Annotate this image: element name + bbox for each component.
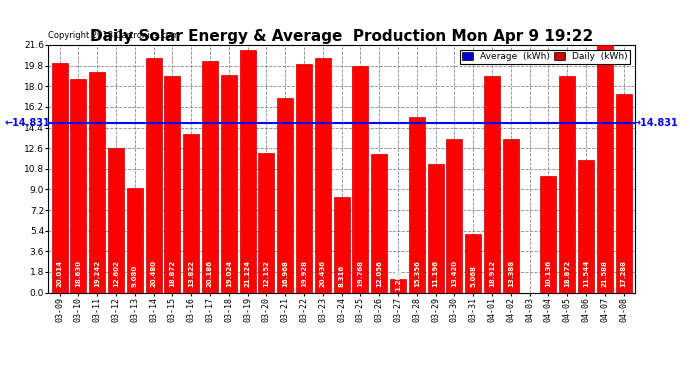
Text: 18.912: 18.912: [489, 260, 495, 287]
Text: 11.544: 11.544: [583, 260, 589, 287]
Bar: [277, 98, 293, 292]
Bar: [146, 58, 161, 292]
Bar: [202, 61, 218, 292]
Bar: [597, 45, 613, 292]
Legend: Average  (kWh), Daily  (kWh): Average (kWh), Daily (kWh): [460, 50, 630, 64]
Bar: [408, 117, 425, 292]
Bar: [70, 79, 86, 292]
Text: 18.872: 18.872: [564, 260, 570, 287]
Text: 9.080: 9.080: [132, 264, 138, 287]
Text: 18.872: 18.872: [169, 260, 175, 287]
Text: 13.420: 13.420: [451, 260, 457, 287]
Text: 15.356: 15.356: [414, 260, 420, 287]
Text: →14.831: →14.831: [633, 117, 679, 128]
Text: 20.014: 20.014: [57, 260, 63, 287]
Text: 12.056: 12.056: [376, 260, 382, 287]
Bar: [296, 64, 312, 292]
Bar: [353, 66, 368, 292]
Bar: [89, 72, 105, 292]
Text: 19.928: 19.928: [301, 260, 307, 287]
Text: 19.242: 19.242: [94, 260, 100, 287]
Bar: [484, 76, 500, 292]
Bar: [108, 148, 124, 292]
Text: 19.768: 19.768: [357, 260, 364, 287]
Text: 20.186: 20.186: [207, 260, 213, 287]
Text: 5.068: 5.068: [470, 265, 476, 287]
Bar: [559, 76, 575, 292]
Bar: [221, 75, 237, 292]
Text: ←14.831: ←14.831: [4, 117, 50, 128]
Text: 13.822: 13.822: [188, 260, 194, 287]
Text: 1.208: 1.208: [395, 269, 401, 291]
Text: 13.388: 13.388: [508, 260, 514, 287]
Text: 8.316: 8.316: [339, 265, 344, 287]
Bar: [258, 153, 275, 292]
Text: 21.124: 21.124: [244, 260, 250, 287]
Text: 11.196: 11.196: [433, 260, 439, 287]
Text: 20.436: 20.436: [319, 260, 326, 287]
Bar: [333, 197, 350, 292]
Bar: [239, 51, 255, 292]
Bar: [371, 154, 387, 292]
Bar: [390, 279, 406, 292]
Bar: [52, 63, 68, 292]
Bar: [127, 189, 143, 292]
Bar: [465, 234, 481, 292]
Bar: [503, 139, 519, 292]
Bar: [446, 139, 462, 292]
Text: 10.136: 10.136: [545, 260, 551, 287]
Text: 17.288: 17.288: [620, 260, 627, 287]
Text: 16.968: 16.968: [282, 260, 288, 287]
Text: 12.152: 12.152: [264, 260, 269, 287]
Bar: [578, 160, 594, 292]
Bar: [615, 94, 631, 292]
Bar: [315, 58, 331, 292]
Bar: [164, 76, 180, 292]
Text: 19.024: 19.024: [226, 260, 232, 287]
Title: Daily Solar Energy & Average  Production Mon Apr 9 19:22: Daily Solar Energy & Average Production …: [90, 29, 593, 44]
Text: 18.630: 18.630: [75, 260, 81, 287]
Text: Copyright 2018 Cartronics.com: Copyright 2018 Cartronics.com: [48, 31, 179, 40]
Bar: [540, 176, 556, 292]
Bar: [183, 134, 199, 292]
Text: 20.480: 20.480: [150, 260, 157, 287]
Bar: [428, 164, 444, 292]
Text: 12.602: 12.602: [113, 260, 119, 287]
Text: 21.588: 21.588: [602, 260, 608, 287]
